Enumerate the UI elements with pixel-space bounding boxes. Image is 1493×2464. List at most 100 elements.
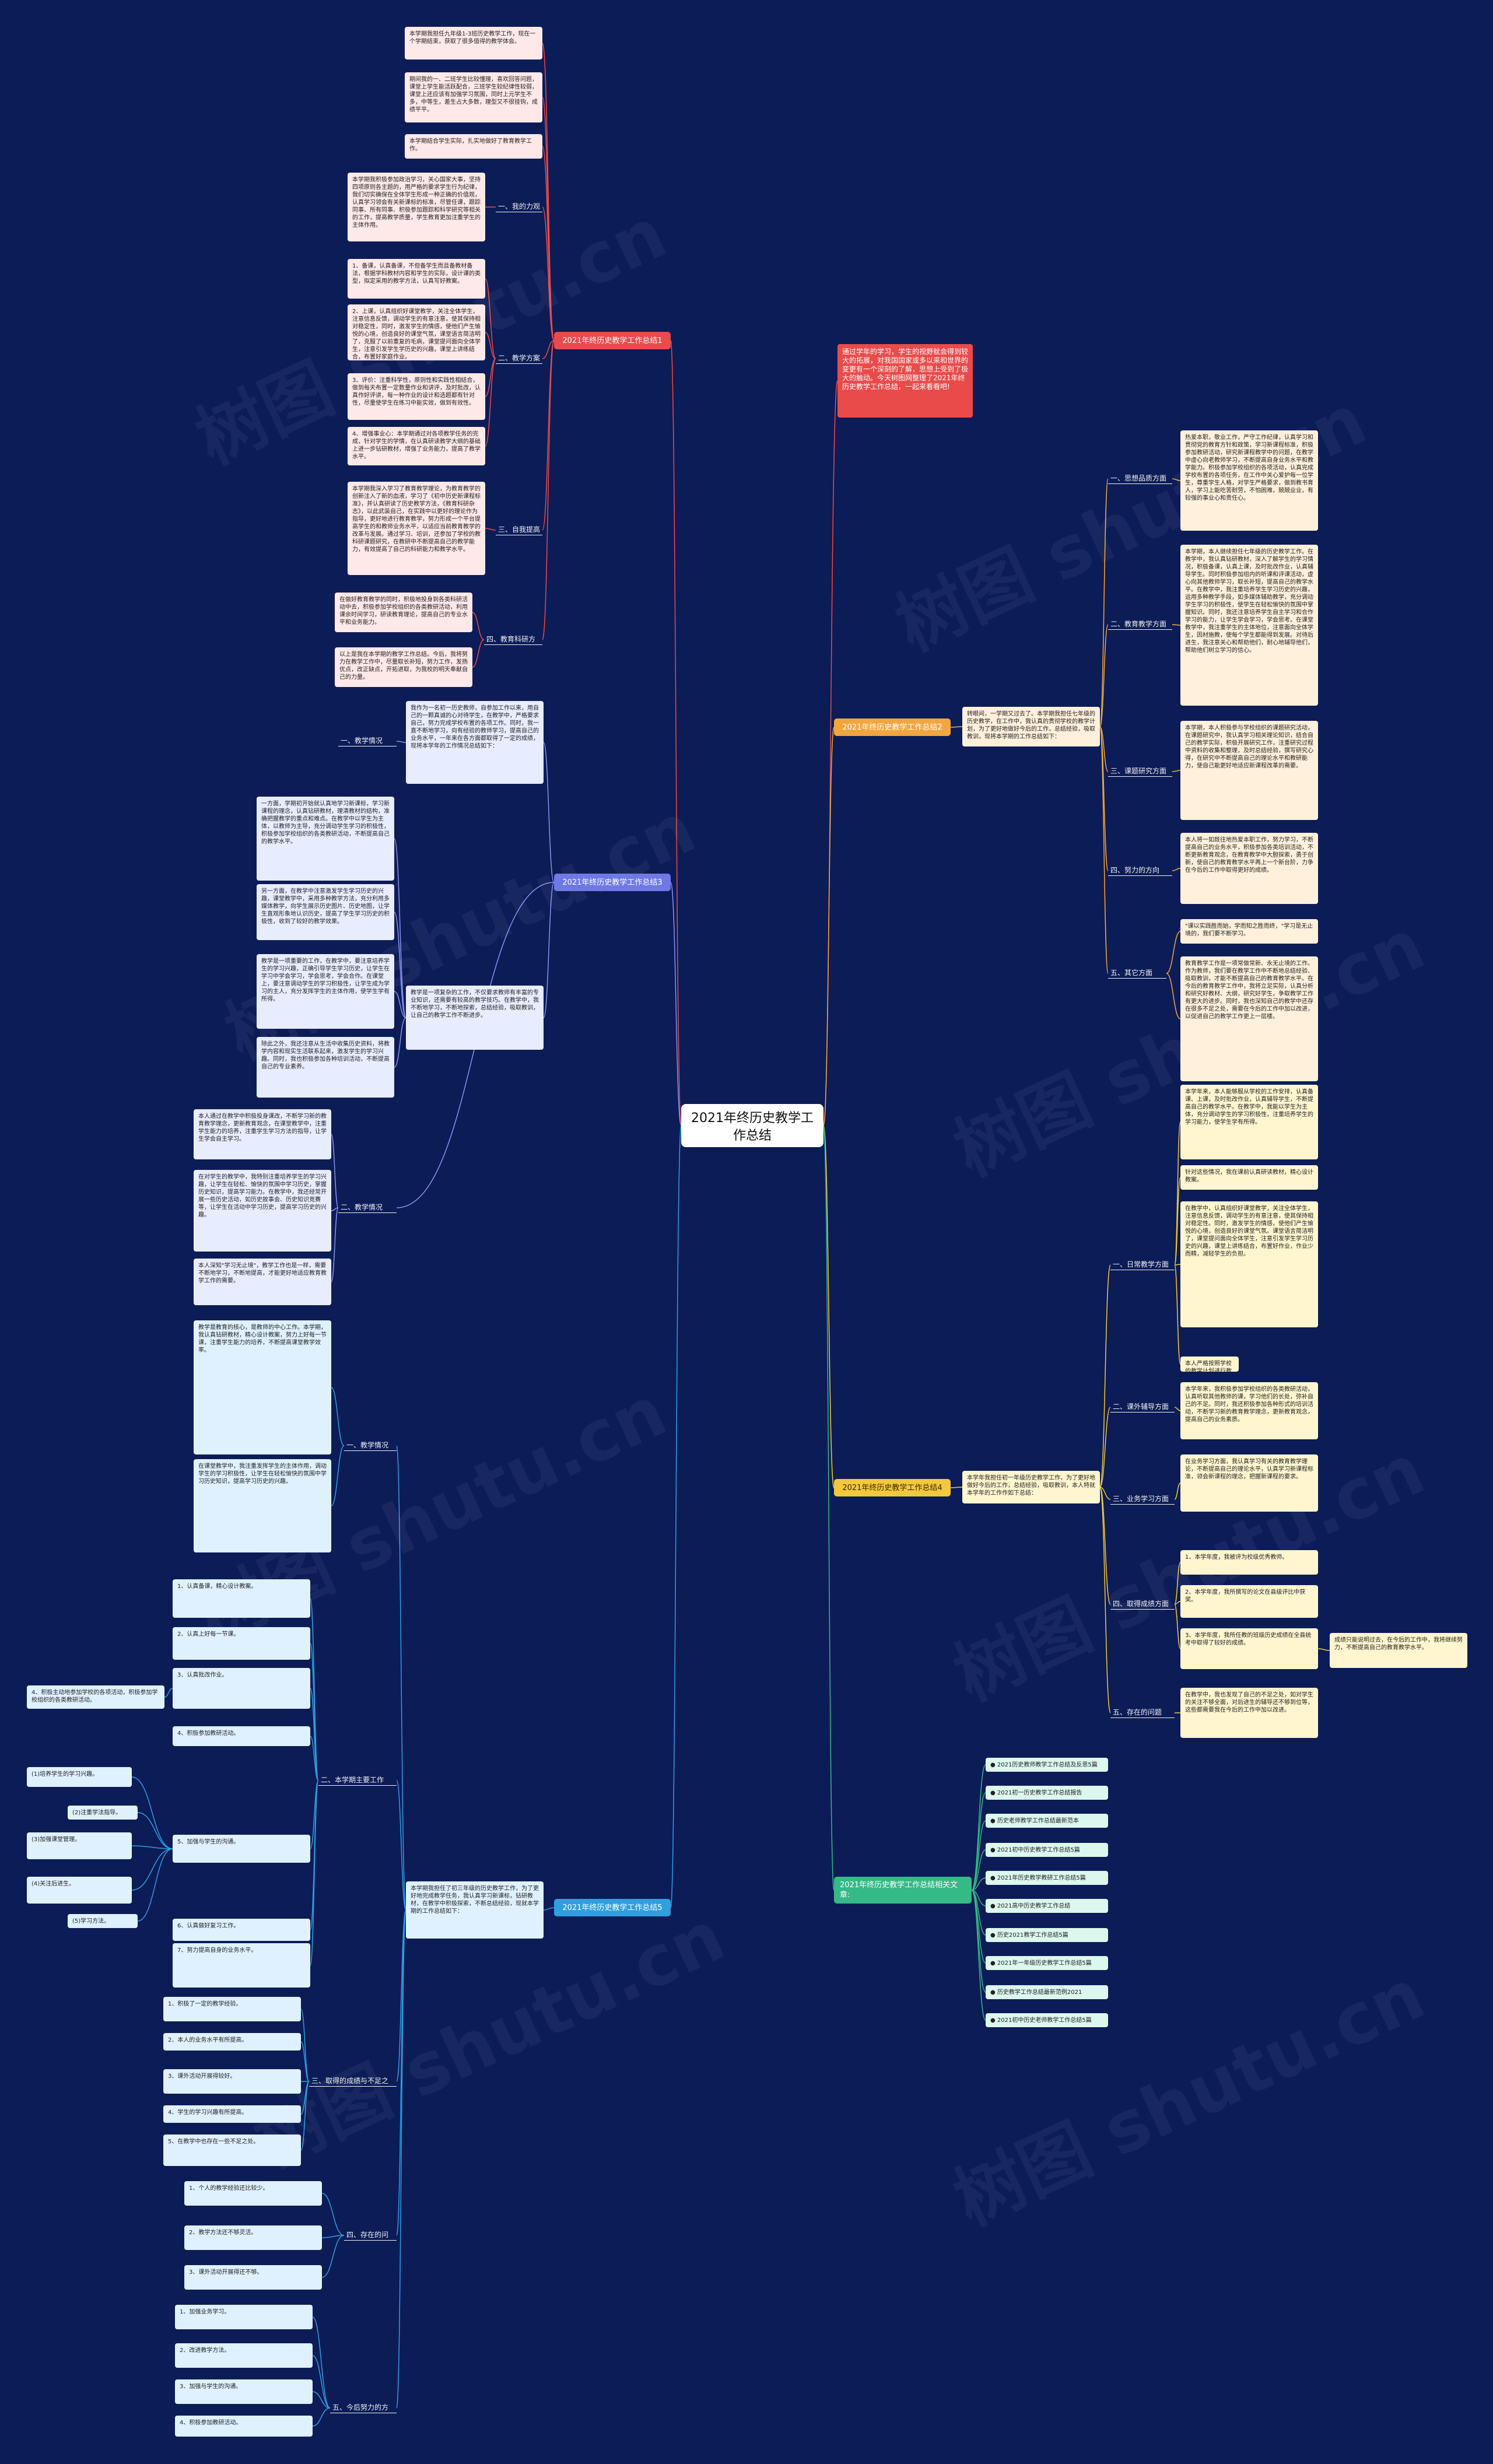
branch-3-section-1-item-3[interactable]: 教学是一项重要的工作，在教学中，要注意培养学生的学习兴趣，正确引导学生学习历史，… bbox=[257, 954, 394, 1029]
branch-2-title[interactable]: 2021年终历史教学工作总结2 bbox=[834, 718, 951, 736]
branch-2-section-2-text[interactable]: 本学期，本人继续担任七年级的历史教学工作。在教学中，我认真钻研教材，深入了解学生… bbox=[1180, 545, 1318, 706]
branch-1-section-1-text[interactable]: 本学期我积极参加政治学习，关心国家大事，坚持四项原则各主题的，用严格的要求学生行… bbox=[348, 173, 485, 241]
branch-4-section-4-item-1[interactable]: 1、本学年度，我被评为校级优秀教师。 bbox=[1180, 1550, 1318, 1575]
branch-3-section-1[interactable]: 一、教学情况 bbox=[338, 736, 397, 746]
branch-5-section-2-note-2[interactable]: (2)注重学法指导。 bbox=[68, 1806, 138, 1820]
branch-5-section-4-item-3[interactable]: 3、课外活动开展得还不够。 bbox=[184, 2265, 322, 2290]
branch-4-section-3-text[interactable]: 在业务学习方面，我认真学习有关的教育教学理论，不断提高自己的理论水平，认真学习新… bbox=[1180, 1454, 1318, 1512]
branch-4-section-4-item-2[interactable]: 2、本学年度，我所撰写的论文在县级评比中获奖。 bbox=[1180, 1585, 1318, 1618]
branch-5-section-3-item-1[interactable]: 1、积极了一定的教学经验。 bbox=[163, 1997, 301, 2021]
branch-5-section-2[interactable]: 二、本学期主要工作 bbox=[318, 1775, 397, 1786]
branch-3-section-1-extra[interactable]: 教学是一项复杂的工作，不仅要求教师有丰富的专业知识，还需要有较高的教学技巧。在教… bbox=[406, 986, 544, 1050]
branch-4-section-4-note[interactable]: 成绩只能说明过去，在今后的工作中，我将继续努力，不断提高自己的教育教学水平。 bbox=[1330, 1633, 1467, 1668]
branch-5-section-5-item-1[interactable]: 1、加强业务学习。 bbox=[175, 2305, 313, 2329]
branch-2-section-5-item-2[interactable]: 教育教学工作是一项常做常新、永无止境的工作。作为教师，我们要在教学工作中不断地总… bbox=[1180, 956, 1318, 1081]
branch-1-section-2-item-1[interactable]: 1、备课，认真备课，不但备学生而且备教材备法，根据学科教材内容和学生的实际，设计… bbox=[348, 259, 485, 299]
branch-5-section-2-item-4[interactable]: 4、积极参加教研活动。 bbox=[173, 1726, 310, 1746]
branch-2-section-4-text[interactable]: 本人将一如既往地热爱本职工作，努力学习，不断提高自己的业务水平，积极参加各类培训… bbox=[1180, 833, 1318, 904]
intro-summary[interactable]: 通过学年的学习，学生的视野就会得到较大的拓展，对我国国家或多以来和世界的变更有一… bbox=[837, 344, 973, 418]
branch-4-section-4[interactable]: 四、取得成绩方面 bbox=[1110, 1599, 1175, 1610]
branch-6-title[interactable]: 2021年终历史教学工作总结相关文章: bbox=[834, 1877, 972, 1904]
branch-2-section-5[interactable]: 五、其它方面 bbox=[1108, 968, 1166, 979]
branch-3-section-2[interactable]: 二、教学情况 bbox=[338, 1203, 397, 1213]
related-link[interactable]: ● 2021历史教师教学工作总结及反思5篇 bbox=[986, 1758, 1108, 1772]
branch-4-section-4-item-3[interactable]: 3、本学年度，我所任教的班级历史成绩在全县统考中取得了较好的成绩。 bbox=[1180, 1628, 1318, 1669]
related-link[interactable]: ● 2021初中历史教学工作总结5篇 bbox=[986, 1843, 1108, 1857]
branch-4-section-1-item-2[interactable]: 针对这些情况，我在课前认真研读教材，精心设计教案。 bbox=[1180, 1165, 1318, 1190]
root-topic[interactable]: 2021年终历史教学工作总结 bbox=[681, 1104, 823, 1147]
related-link[interactable]: ● 2021初一历史教学工作总结报告 bbox=[986, 1786, 1108, 1800]
branch-2-intro[interactable]: 转眼间，一学期又过去了。本学期我担任七年级的历史教学，在工作中，我认真的贯彻学校… bbox=[962, 707, 1100, 746]
branch-4-section-5[interactable]: 五、存在的问题 bbox=[1110, 1708, 1175, 1718]
branch-3-section-1-item-1[interactable]: 一方面，学期初开始就认真地学习新课标，学习新课程的理念，认真钻研教材，理清教材的… bbox=[257, 797, 394, 881]
branch-5-section-2-item-5[interactable]: 5、加强与学生的沟通。 bbox=[173, 1835, 310, 1863]
branch-4-section-5-text[interactable]: 在教学中，我也发现了自己的不足之处，如对学生的关注不够全面，对后进生的辅导还不够… bbox=[1180, 1688, 1318, 1738]
related-link[interactable]: ● 历史教学工作总结最新范例2021 bbox=[986, 1985, 1108, 1999]
branch-5-section-5-item-3[interactable]: 3、加强与学生的沟通。 bbox=[175, 2379, 313, 2404]
branch-1-intro-3[interactable]: 本学期结合学生实际，扎实地做好了教育教学工作。 bbox=[405, 134, 542, 159]
related-link[interactable]: ● 2021高中历史教学工作总结 bbox=[986, 1899, 1108, 1913]
branch-2-section-1-text[interactable]: 热爱本职，敬业工作，严守工作纪律，认真学习和贯彻党的教育方针和政策，学习新课程标… bbox=[1180, 430, 1318, 531]
branch-5-section-2-item-1[interactable]: 1、认真备课，精心设计教案。 bbox=[173, 1579, 310, 1618]
branch-1-section-4-item-2[interactable]: 以上是我在本学期的教学工作总结。今后，我将努力在教学工作中，尽量取长补短，努力工… bbox=[335, 647, 472, 687]
branch-2-section-5-item-1[interactable]: "课以实践胜而始，学而知之胜而终，"学习是无止境的，我们要不断学习。 bbox=[1180, 919, 1318, 944]
branch-5-section-2-item-3[interactable]: 3、认真批改作业。 bbox=[173, 1668, 310, 1709]
branch-5-section-2-item-6[interactable]: 6、认真做好复习工作。 bbox=[173, 1919, 310, 1941]
branch-5-section-1-item-1[interactable]: 教学是教育的核心，是教师的中心工作。本学期，我认真钻研教材，精心设计教案，努力上… bbox=[194, 1320, 331, 1454]
branch-3-section-2-item-3[interactable]: 本人深知"学习无止境"，教学工作也是一样，需要不断地学习，不断地提高，才能更好地… bbox=[194, 1259, 331, 1305]
branch-5-section-2-note-5[interactable]: (5)学习方法。 bbox=[68, 1914, 138, 1928]
branch-2-section-3-text[interactable]: 本学期，本人积极参与学校组织的课题研究活动，在课题研究中，我认真学习相关理论知识… bbox=[1180, 721, 1318, 820]
branch-3-section-2-item-2[interactable]: 在对学生的教学中，我特别注重培养学生的学习兴趣，让学生在轻松、愉快的氛围中学习历… bbox=[194, 1170, 331, 1252]
branch-5-section-5[interactable]: 五、今后努力的方向 bbox=[330, 2403, 397, 2413]
branch-5-section-5-item-4[interactable]: 4、积极参加教研活动。 bbox=[175, 2416, 313, 2437]
branch-2-section-4[interactable]: 四、努力的方向 bbox=[1108, 865, 1172, 876]
branch-5-section-2-note-3[interactable]: (3)加强课堂管理。 bbox=[27, 1832, 132, 1859]
branch-1-intro-1[interactable]: 本学期我担任九年级1-3班历史教学工作，现在一个学期结束，获取了很多值得的教学体… bbox=[405, 27, 542, 59]
related-link[interactable]: ● 2021初中历史老师教学工作总结5篇 bbox=[986, 2013, 1108, 2027]
related-link[interactable]: ● 2021年一年级历史教学工作总结5篇 bbox=[986, 1956, 1108, 1970]
branch-5-section-5-item-2[interactable]: 2、改进教学方法。 bbox=[175, 2343, 313, 2368]
branch-3-section-2-item-1[interactable]: 本人通过在教学中积极投身课改，不断学习新的教育教学理念，更新教育观念，在课堂教学… bbox=[194, 1109, 331, 1159]
branch-1-section-2-item-3[interactable]: 3、评价：注重科学性，原则性和实践性相结合，做到每天布置一定数量作业和讲评，及时… bbox=[348, 373, 485, 420]
branch-5-title[interactable]: 2021年终历史教学工作总结5 bbox=[554, 1899, 671, 1916]
branch-5-section-2-note-4[interactable]: (4)关注后进生。 bbox=[27, 1877, 132, 1904]
branch-1-section-2[interactable]: 二、教学方案 bbox=[496, 353, 542, 364]
branch-2-section-1[interactable]: 一、思想品质方面 bbox=[1108, 474, 1172, 484]
branch-4-section-1-item-1[interactable]: 本学年来，本人能够服从学校的工作安排，认真备课、上课，及时批改作业，认真辅导学生… bbox=[1180, 1085, 1318, 1159]
branch-4-section-1-item-3[interactable]: 在教学中，认真组织好课堂教学，关注全体学生，注意信息反馈，调动学生的有意注意，使… bbox=[1180, 1201, 1318, 1327]
branch-5-section-4-item-2[interactable]: 2、教学方法还不够灵活。 bbox=[184, 2225, 322, 2250]
branch-1-intro-2[interactable]: 期间我的一、二班学生比较懂理，喜欢回答问题，课堂上学生能活跃配合，三班学生较纪律… bbox=[405, 72, 542, 122]
branch-1-section-2-item-2[interactable]: 2、上课，认真组织好课堂教学，关注全体学生，注意信息反馈，调动学生的有意注意，使… bbox=[348, 304, 485, 360]
branch-1-section-4-item-1[interactable]: 在做好教育教学的同时，积极地投身到各类科研活动中去，积极参加学校组织的各类教研活… bbox=[335, 593, 472, 632]
branch-1-section-4[interactable]: 四、教育科研方面 bbox=[484, 635, 542, 645]
related-link[interactable]: ● 历史2021教学工作总结5篇 bbox=[986, 1928, 1108, 1942]
branch-1-section-3-text[interactable]: 本学期我深入学习了教育教学理论，为教育教学的创新注入了新的血液，学习了《初中历史… bbox=[348, 482, 485, 575]
branch-5-section-2-item-2[interactable]: 2、认真上好每一节课。 bbox=[173, 1627, 310, 1660]
branch-3-section-1-item-4[interactable]: 除此之外，我还注意从生活中收集历史资料，将教学内容和现实生活联系起来，激发学生的… bbox=[257, 1037, 394, 1098]
branch-5-section-1-item-2[interactable]: 在课堂教学中，我注重发挥学生的主体作用，调动学生的学习积极性，让学生在轻松愉快的… bbox=[194, 1459, 331, 1552]
branch-5-section-3[interactable]: 三、取得的成绩与不足之处 bbox=[309, 2076, 397, 2087]
branch-4-intro[interactable]: 本学年我担任初一年级历史教学工作，为了更好地做好今后的工作，总结经验，吸取教训，… bbox=[962, 1471, 1100, 1503]
branch-4-section-2[interactable]: 二、课外辅导方面 bbox=[1110, 1402, 1175, 1412]
branch-5-section-2-item-7[interactable]: 7、努力提高自身的业务水平。 bbox=[173, 1943, 310, 1988]
branch-4-title[interactable]: 2021年终历史教学工作总结4 bbox=[834, 1479, 951, 1496]
branch-1-section-3[interactable]: 三、自我提高 bbox=[496, 525, 542, 535]
branch-1-title[interactable]: 2021年终历史教学工作总结1 bbox=[554, 332, 671, 349]
branch-5-section-3-item-3[interactable]: 3、课外活动开展得较好。 bbox=[163, 2069, 301, 2094]
branch-5-section-3-item-5[interactable]: 5、在教学中也存在一些不足之处。 bbox=[163, 2134, 301, 2166]
branch-5-section-4[interactable]: 四、存在的问题 bbox=[344, 2230, 397, 2241]
branch-1-section-2-item-4[interactable]: 4、增强事业心：本学期通过对各项教学任务的完成，针对学生的学情，在认真研读教学大… bbox=[348, 427, 485, 465]
branch-3-title[interactable]: 2021年终历史教学工作总结3 bbox=[554, 874, 671, 891]
branch-4-section-1-item-4[interactable]: 本人严格按照学校的教学计划进行教学，认真做好课前准备，认真上好每一节课，课后认真… bbox=[1180, 1357, 1239, 1372]
related-link[interactable]: ● 2021年历史教学教研工作总结5篇 bbox=[986, 1871, 1108, 1885]
branch-5-intro[interactable]: 本学期我担任了初三年级的历史教学工作，为了更好地完成教学任务，我认真学习新课标，… bbox=[406, 1881, 544, 1939]
branch-1-section-1[interactable]: 一、我的力观 bbox=[496, 202, 542, 212]
branch-5-section-4-item-1[interactable]: 1、个人的教学经验还比较少。 bbox=[184, 2181, 322, 2206]
branch-3-intro[interactable]: 我作为一名初一历史教师，自参加工作以来，用自己的一颗真诚的心对待学生，在教学中，… bbox=[406, 701, 544, 784]
branch-2-section-3[interactable]: 三、课题研究方面 bbox=[1108, 766, 1172, 777]
branch-4-section-3[interactable]: 三、业务学习方面 bbox=[1110, 1494, 1175, 1505]
branch-4-section-2-text[interactable]: 本学年来，我积极参加学校组织的各类教研活动，认真听取其他教师的课，学习他们的长处… bbox=[1180, 1382, 1318, 1439]
branch-5-section-2-left-note[interactable]: 4、积极主动地参加学校的各项活动，积极参加学校组织的各类教研活动。 bbox=[27, 1685, 164, 1709]
branch-3-section-1-item-2[interactable]: 另一方面，在教学中注意激发学生学习历史的兴趣，课堂教学中，采用多种教学方法，充分… bbox=[257, 884, 394, 940]
related-link[interactable]: ● 历史老师教学工作总结最新范本 bbox=[986, 1814, 1108, 1828]
